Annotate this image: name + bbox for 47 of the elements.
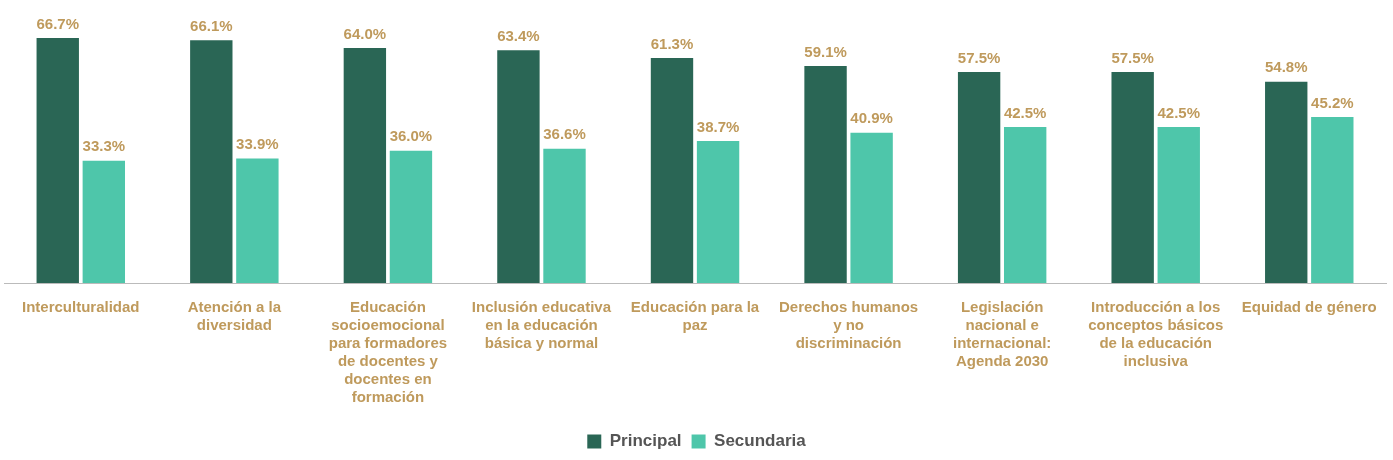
x-tick-label: Equidad de género — [1241, 298, 1377, 316]
bar — [696, 140, 740, 283]
x-tick-label: Educación para la paz — [630, 298, 760, 334]
bar — [543, 148, 586, 283]
data-label: 66.1% — [190, 16, 233, 34]
x-tick-label: Atención a la diversidad — [187, 298, 282, 334]
bar — [1311, 117, 1354, 283]
x-tick-label: Legislación nacional e internacional: Agenda 2030 — [952, 298, 1052, 370]
bar — [236, 158, 279, 283]
data-label: 66.7% — [36, 14, 80, 32]
data-label: 33.3% — [82, 137, 126, 155]
x-tick-label: Derechos humanos y no discriminación — [778, 298, 919, 352]
bar — [497, 50, 540, 283]
data-label: 61.3% — [650, 34, 694, 52]
bar — [1157, 126, 1200, 283]
data-label: 45.2% — [1311, 93, 1354, 111]
data-label: 59.1% — [804, 42, 847, 60]
data-label: 42.5% — [1157, 103, 1201, 121]
legend-label: Principal — [609, 431, 682, 451]
bar — [850, 132, 893, 283]
data-label: 38.7% — [696, 117, 740, 135]
bar — [36, 38, 79, 283]
data-label: 57.5% — [957, 48, 1001, 66]
data-label: 57.5% — [1111, 48, 1154, 66]
data-label: 63.4% — [497, 26, 540, 44]
bar — [82, 160, 126, 283]
bar — [190, 40, 233, 283]
data-label: 40.9% — [850, 109, 893, 127]
data-label: 64.0% — [343, 24, 387, 42]
x-tick-label: Educación socioemocional para formadores de docentes y docentes en formación — [328, 298, 448, 406]
legend-label: Secundaria — [714, 431, 807, 451]
bar — [343, 48, 387, 283]
bar — [804, 66, 847, 283]
data-label: 54.8% — [1264, 58, 1308, 76]
bar — [957, 71, 1001, 283]
bar — [1265, 81, 1308, 283]
x-tick-label: Interculturalidad — [22, 298, 140, 316]
data-label: 36.6% — [543, 125, 586, 143]
bar — [389, 150, 433, 283]
data-label: 36.0% — [389, 127, 433, 145]
data-label: 33.9% — [236, 135, 279, 153]
bar — [1003, 126, 1047, 283]
x-tick-label: Introducción a los conceptos básicos de la educación inclusiva — [1088, 298, 1224, 370]
x-tick-label: Inclusión educativa en la educación básica y normal — [471, 298, 612, 352]
bar — [650, 57, 694, 283]
bar — [1111, 71, 1154, 283]
data-label: 42.5% — [1003, 103, 1047, 121]
